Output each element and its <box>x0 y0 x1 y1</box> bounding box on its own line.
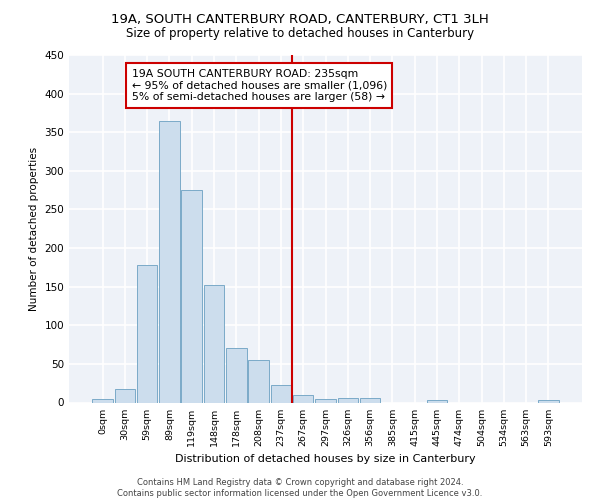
Bar <box>538 400 559 402</box>
Bar <box>427 400 447 402</box>
Bar <box>315 398 336 402</box>
Text: 19A SOUTH CANTERBURY ROAD: 235sqm
← 95% of detached houses are smaller (1,096)
5: 19A SOUTH CANTERBURY ROAD: 235sqm ← 95% … <box>131 69 387 102</box>
Text: Contains HM Land Registry data © Crown copyright and database right 2024.
Contai: Contains HM Land Registry data © Crown c… <box>118 478 482 498</box>
Bar <box>115 390 135 402</box>
Bar <box>271 384 291 402</box>
X-axis label: Distribution of detached houses by size in Canterbury: Distribution of detached houses by size … <box>175 454 476 464</box>
Y-axis label: Number of detached properties: Number of detached properties <box>29 146 39 311</box>
Bar <box>248 360 269 403</box>
Bar <box>226 348 247 403</box>
Bar <box>181 190 202 402</box>
Bar <box>338 398 358 402</box>
Text: 19A, SOUTH CANTERBURY ROAD, CANTERBURY, CT1 3LH: 19A, SOUTH CANTERBURY ROAD, CANTERBURY, … <box>111 12 489 26</box>
Bar <box>159 122 180 402</box>
Bar <box>204 285 224 403</box>
Bar <box>92 400 113 402</box>
Text: Size of property relative to detached houses in Canterbury: Size of property relative to detached ho… <box>126 28 474 40</box>
Bar <box>360 398 380 402</box>
Bar <box>293 395 313 402</box>
Bar <box>137 265 157 402</box>
